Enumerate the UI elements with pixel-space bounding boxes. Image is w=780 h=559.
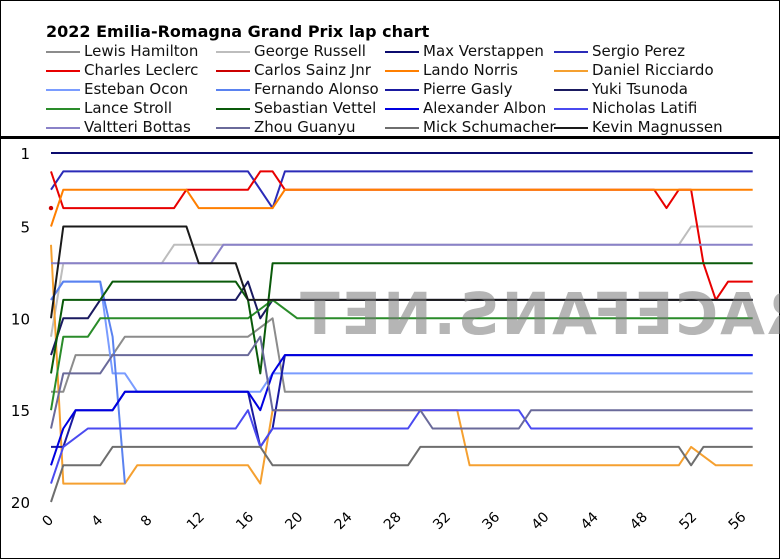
- legend-swatch: [216, 127, 250, 129]
- x-tick-label: 4: [89, 512, 107, 530]
- y-tick-label: 10: [11, 310, 30, 328]
- legend-label: Sergio Perez: [592, 42, 685, 60]
- x-tick-label: 56: [726, 509, 750, 533]
- series-line: [51, 354, 753, 448]
- series-line: [50, 335, 753, 430]
- legend-label: Fernando Alonso: [254, 80, 379, 98]
- x-tick-label: 36: [479, 509, 503, 533]
- y-tick-label: 20: [11, 494, 30, 512]
- series-line: [50, 225, 753, 319]
- legend-label: Carlos Sainz Jnr: [254, 61, 371, 79]
- x-tick-label: 12: [184, 509, 208, 533]
- legend-swatch: [216, 70, 250, 72]
- legend-swatch: [385, 108, 419, 110]
- legend-label: Nicholas Latifi: [592, 99, 698, 117]
- y-tick-label: 15: [11, 402, 30, 420]
- series-line: [50, 354, 753, 466]
- legend-swatch: [554, 108, 588, 110]
- legend-swatch: [385, 51, 419, 53]
- legend-label: George Russell: [254, 42, 366, 60]
- x-tick-label: 48: [627, 509, 651, 533]
- legend-swatch: [46, 89, 80, 91]
- legend-label: Max Verstappen: [423, 42, 544, 60]
- series-line: [51, 243, 753, 265]
- legend-swatch: [385, 127, 419, 129]
- x-tick-label: 44: [578, 509, 602, 533]
- x-tick-label: 16: [233, 509, 257, 533]
- legend-swatch: [385, 89, 419, 91]
- series-line: [50, 188, 753, 227]
- legend-swatch: [46, 108, 80, 110]
- legend-swatch: [216, 108, 250, 110]
- x-tick-label: 52: [676, 509, 700, 533]
- legend-label: Charles Leclerc: [84, 61, 199, 79]
- legend-swatch: [554, 70, 588, 72]
- x-tick-label: 0: [39, 512, 57, 530]
- series-line: [51, 317, 753, 393]
- legend-swatch: [46, 127, 80, 129]
- y-tick-label: 1: [20, 145, 30, 163]
- x-tick-label: 28: [381, 509, 405, 533]
- y-tick-label: 5: [20, 218, 30, 236]
- x-tick-label: 8: [138, 512, 156, 530]
- series-line: [50, 280, 126, 484]
- x-tick-label: 32: [430, 509, 454, 533]
- legend-label: Pierre Gasly: [423, 80, 513, 98]
- legend-label: Zhou Guanyu: [254, 118, 356, 136]
- legend-label: Daniel Ricciardo: [592, 61, 714, 79]
- series-line: [50, 170, 753, 210]
- legend-swatch: [216, 89, 250, 91]
- legend-label: Lance Stroll: [84, 99, 173, 117]
- series-marker: [48, 205, 54, 211]
- x-tick-label: 40: [529, 509, 553, 533]
- legend-swatch: [554, 51, 588, 53]
- legend-swatch: [216, 51, 250, 53]
- series-line: [50, 445, 753, 503]
- legend-separator: [0, 136, 780, 139]
- legend-label: Valtteri Bottas: [84, 118, 191, 136]
- legend-swatch: [46, 51, 80, 53]
- legend-swatch: [554, 127, 588, 129]
- watermark: RACEFANS.NET: [298, 280, 780, 348]
- legend-label: Yuki Tsunoda: [592, 80, 688, 98]
- legend-label: Sebastian Vettel: [254, 99, 377, 117]
- series-line: [50, 409, 753, 484]
- legend-swatch: [385, 70, 419, 72]
- chart-title: 2022 Emilia-Romagna Grand Prix lap chart: [46, 22, 430, 41]
- legend-swatch: [554, 89, 588, 91]
- x-tick-label: 20: [282, 509, 306, 533]
- legend-swatch: [46, 70, 80, 72]
- legend-label: Lewis Hamilton: [84, 42, 199, 60]
- x-tick-label: 24: [332, 509, 356, 533]
- legend-label: Alexander Albon: [423, 99, 547, 117]
- legend-label: Lando Norris: [423, 61, 518, 79]
- series-line: [50, 298, 753, 411]
- legend-label: Esteban Ocon: [84, 80, 189, 98]
- legend-label: Kevin Magnussen: [592, 118, 723, 136]
- legend-label: Mick Schumacher: [423, 118, 556, 136]
